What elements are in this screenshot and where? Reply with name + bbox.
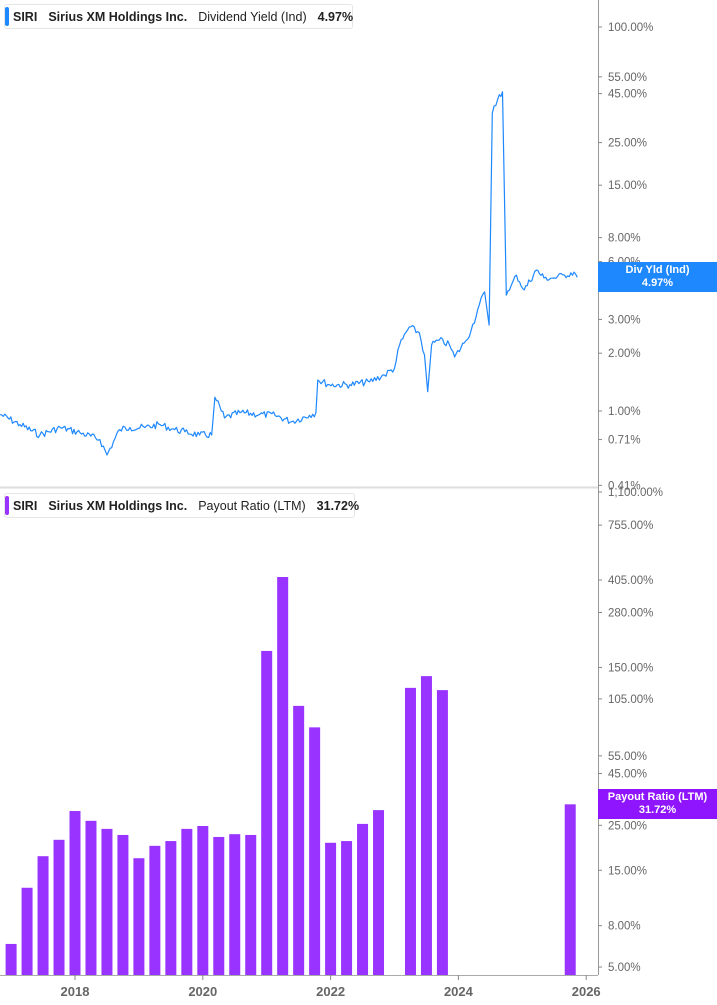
payout-ratio-bar	[149, 845, 161, 975]
payout-ratio-bar	[325, 842, 337, 975]
payout-ratio-plot	[5, 577, 576, 975]
legend-value: 4.97%	[317, 9, 354, 24]
payout-ratio-bar	[181, 828, 193, 975]
y-tick-label: 0.41%	[608, 480, 641, 492]
payout-ratio-bar	[404, 687, 416, 975]
payout-ratio-bar	[21, 887, 33, 975]
x-tick-label: 2026	[572, 984, 601, 999]
y-tick-label: 0.71%	[608, 435, 641, 447]
payout-ratio-bar	[117, 834, 129, 975]
payout-ratio-bar	[564, 804, 576, 975]
dividend-yield-plot	[0, 91, 578, 456]
y-tick-label: 405.00%	[608, 575, 653, 587]
y-tick-label: 8.00%	[608, 233, 641, 245]
legend-metric: Dividend Yield (Ind)	[198, 9, 307, 24]
payout-ratio-bar	[436, 690, 448, 975]
legend-company: Sirius XM Holdings Inc.	[48, 9, 188, 24]
payout-ratio-bar	[85, 820, 97, 975]
payout-ratio-bar	[213, 836, 225, 975]
y-tick-label: 25.00%	[608, 820, 647, 832]
y-tick-label: 45.00%	[608, 769, 647, 781]
y-tick-label: 150.00%	[608, 662, 653, 674]
x-tick-label: 2022	[316, 984, 345, 999]
payout-ratio-bar	[277, 577, 289, 975]
y-tick-label: 2.00%	[608, 348, 641, 360]
y-tick-label: 105.00%	[608, 694, 653, 706]
payout-ratio-bar	[309, 727, 321, 975]
y-tick-label: 280.00%	[608, 608, 653, 620]
flag-value: 4.97%	[641, 277, 674, 289]
y-tick-label: 755.00%	[608, 520, 653, 532]
y-tick-label: 1.00%	[608, 406, 641, 418]
series-color-swatch	[5, 7, 9, 26]
payout-ratio-bar	[420, 676, 432, 975]
payout-ratio-bar	[37, 856, 49, 975]
payout-ratio-bar	[261, 650, 273, 975]
payout-ratio-bar	[133, 858, 145, 975]
payout-ratio-bar	[357, 823, 369, 975]
payout-ratio-legend: SIRI Sirius XM Holdings Inc. Payout Rati…	[4, 493, 359, 518]
y-tick-label: 3.00%	[608, 314, 641, 326]
legend-value: 31.72%	[316, 498, 360, 513]
payout-ratio-bar	[53, 839, 65, 975]
payout-ratio-flag: Payout Ratio (LTM) 31.72%	[598, 789, 717, 819]
payout-ratio-bar	[197, 825, 209, 975]
y-tick-label: 1,100.00%	[608, 487, 663, 499]
legend-ticker: SIRI	[13, 9, 38, 24]
flag-label: Div Yld (Ind)	[625, 264, 690, 276]
legend-ticker: SIRI	[13, 498, 38, 513]
payout-ratio-bar	[245, 834, 257, 975]
dividend-yield-flag: Div Yld (Ind) 4.97%	[598, 262, 717, 292]
legend-company: Sirius XM Holdings Inc.	[48, 498, 188, 513]
payout-ratio-bar	[341, 841, 353, 975]
payout-ratio-bar	[373, 810, 385, 975]
y-tick-label: 55.00%	[608, 72, 647, 84]
payout-ratio-bar	[165, 841, 177, 975]
x-tick-label: 2020	[188, 984, 217, 999]
y-tick-label: 45.00%	[608, 89, 647, 101]
payout-ratio-bar	[101, 828, 113, 975]
legend-metric: Payout Ratio (LTM)	[198, 498, 306, 513]
payout-ratio-bar	[5, 943, 17, 975]
dividend-yield-line	[0, 91, 578, 456]
flag-label: Payout Ratio (LTM)	[607, 791, 708, 803]
x-tick-label: 2018	[61, 984, 90, 999]
series-color-swatch	[5, 496, 9, 515]
payout-ratio-bar	[69, 811, 81, 975]
y-tick-label: 25.00%	[608, 138, 647, 150]
axes: 100.00%55.00%45.00%25.00%15.00%8.00%6.00…	[0, 0, 663, 999]
dividend-yield-legend: SIRI Sirius XM Holdings Inc. Dividend Yi…	[4, 4, 353, 29]
flag-value: 31.72%	[638, 804, 677, 816]
y-tick-label: 55.00%	[608, 751, 647, 763]
y-tick-label: 5.00%	[608, 962, 641, 974]
y-tick-label: 15.00%	[608, 180, 647, 192]
y-tick-label: 8.00%	[608, 921, 641, 933]
payout-ratio-bar	[229, 834, 241, 975]
y-tick-label: 100.00%	[608, 22, 653, 34]
x-tick-label: 2024	[444, 984, 474, 999]
payout-ratio-bar	[293, 705, 305, 975]
y-tick-label: 15.00%	[608, 865, 647, 877]
